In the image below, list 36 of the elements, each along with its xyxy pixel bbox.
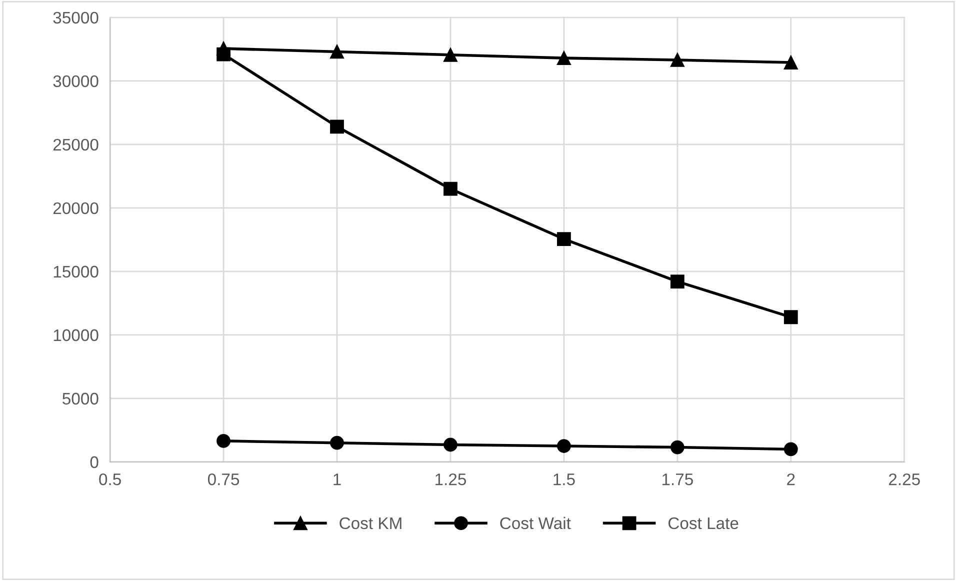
point	[784, 56, 798, 70]
y-tick-label: 5000	[62, 392, 98, 405]
x-tick-label: 0.75	[208, 473, 240, 486]
point	[444, 48, 458, 62]
y-tick-label: 35000	[53, 12, 98, 24]
point	[670, 440, 684, 454]
point	[784, 310, 798, 324]
point	[670, 53, 684, 67]
legend-label: Cost Wait	[500, 516, 571, 530]
y-tick-label: 10000	[54, 329, 98, 342]
point	[444, 182, 458, 196]
x-tick-label: 1.75	[662, 474, 693, 486]
x-tick-label: 1.25	[436, 473, 466, 486]
legend-label: Cost Late	[668, 517, 738, 530]
x-tick-label: 0.5	[99, 473, 121, 486]
y-tick-label: 0	[90, 456, 98, 468]
y-tick-label: 25000	[53, 138, 98, 151]
point	[557, 51, 571, 66]
x-tick-label: 2.25	[888, 473, 920, 486]
point	[557, 232, 571, 246]
point	[330, 44, 344, 59]
point	[330, 436, 344, 450]
point	[216, 42, 230, 56]
y-tick-label: 30000	[53, 75, 98, 88]
point	[216, 434, 230, 448]
point	[670, 274, 684, 289]
x-tick-label: 2	[787, 473, 795, 486]
point	[330, 120, 344, 134]
y-tick-label: 20000	[53, 202, 98, 214]
point	[784, 442, 798, 456]
x-tick-label: 1.5	[554, 474, 575, 486]
point	[444, 438, 458, 452]
point	[557, 439, 571, 453]
y-tick-label: 15000	[54, 266, 98, 278]
legend-label: Cost KM	[340, 517, 402, 530]
x-tick-label: 1	[334, 474, 341, 486]
